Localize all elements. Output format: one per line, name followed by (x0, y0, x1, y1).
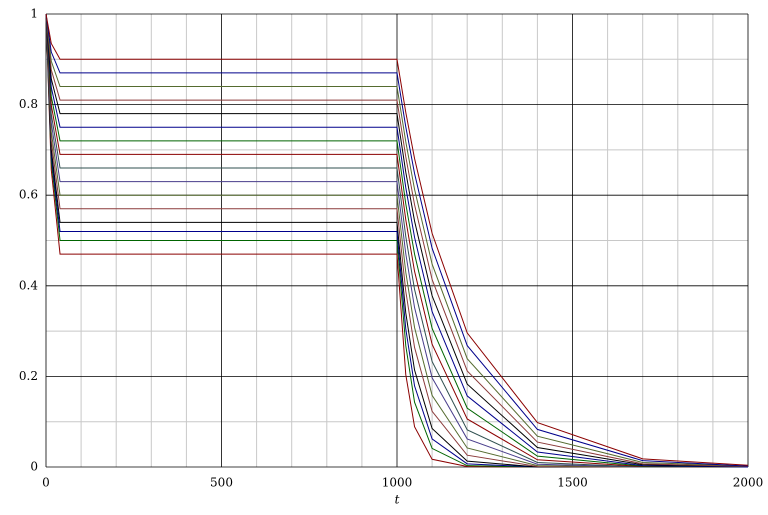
series-line (45, 13, 749, 466)
y-tick-label: 0.2 (19, 369, 38, 383)
series-line (45, 13, 749, 467)
series-line (45, 13, 749, 468)
y-tick-label: 0 (30, 460, 38, 474)
x-tick-label: 1000 (382, 476, 413, 490)
x-tick-label: 2000 (733, 476, 764, 490)
series-line (45, 13, 749, 467)
series-line (45, 13, 748, 468)
y-tick-label: 0.6 (19, 188, 38, 202)
series-line (45, 13, 749, 468)
y-tick-label: 1 (30, 7, 38, 21)
series-line (45, 13, 749, 468)
x-tick-label: 0 (42, 476, 50, 490)
series-line (45, 13, 748, 468)
y-tick-label: 0.4 (19, 278, 38, 292)
y-tick-label: 0.8 (19, 97, 38, 111)
series-line (45, 13, 748, 468)
x-axis-label: t (395, 493, 400, 507)
x-tick-label: 1500 (557, 476, 588, 490)
series-line (45, 13, 749, 468)
x-tick-label: 500 (210, 476, 233, 490)
series-line (45, 13, 749, 468)
series-line (45, 13, 748, 468)
